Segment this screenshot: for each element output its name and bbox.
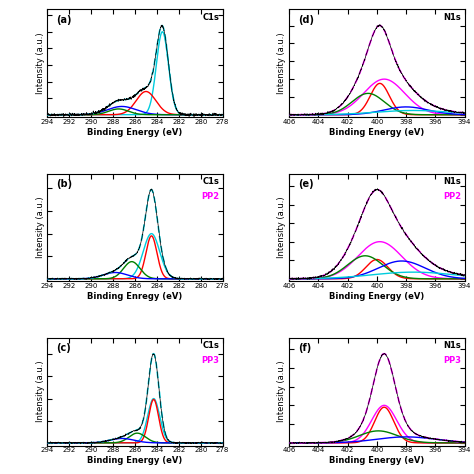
Text: C1s: C1s bbox=[202, 341, 219, 350]
Y-axis label: Intensity (a.u.): Intensity (a.u.) bbox=[277, 197, 286, 258]
Text: (b): (b) bbox=[56, 179, 73, 189]
Text: (f): (f) bbox=[298, 343, 311, 353]
Text: N1s: N1s bbox=[443, 13, 461, 22]
Text: (a): (a) bbox=[56, 15, 72, 25]
Text: PP2: PP2 bbox=[201, 192, 219, 201]
Y-axis label: Intensity (a.u.): Intensity (a.u.) bbox=[36, 197, 45, 258]
X-axis label: Binding Energy (eV): Binding Energy (eV) bbox=[329, 456, 425, 465]
X-axis label: Binding Energy (eV): Binding Energy (eV) bbox=[87, 456, 182, 465]
X-axis label: Binding Energy (eV): Binding Energy (eV) bbox=[87, 128, 182, 137]
Text: N1s: N1s bbox=[443, 177, 461, 186]
Y-axis label: Intensity (a.u.): Intensity (a.u.) bbox=[277, 361, 286, 422]
X-axis label: Binding Energy (eV): Binding Energy (eV) bbox=[329, 292, 425, 301]
Text: PP3: PP3 bbox=[443, 356, 461, 365]
X-axis label: Binding Enregy (eV): Binding Enregy (eV) bbox=[87, 292, 182, 301]
Text: PP2: PP2 bbox=[443, 192, 461, 201]
Text: (d): (d) bbox=[298, 15, 314, 25]
Y-axis label: Intensity (a.u.): Intensity (a.u.) bbox=[277, 33, 286, 94]
Text: (c): (c) bbox=[56, 343, 71, 353]
Text: C1s: C1s bbox=[202, 177, 219, 186]
Text: (e): (e) bbox=[298, 179, 314, 189]
Text: C1s: C1s bbox=[202, 13, 219, 22]
Y-axis label: Intensity (a.u.): Intensity (a.u.) bbox=[36, 33, 45, 94]
X-axis label: Binding Energy (eV): Binding Energy (eV) bbox=[329, 128, 425, 137]
Text: N1s: N1s bbox=[443, 341, 461, 350]
Text: PP3: PP3 bbox=[201, 356, 219, 365]
Y-axis label: Intensity (a.u.): Intensity (a.u.) bbox=[36, 361, 45, 422]
